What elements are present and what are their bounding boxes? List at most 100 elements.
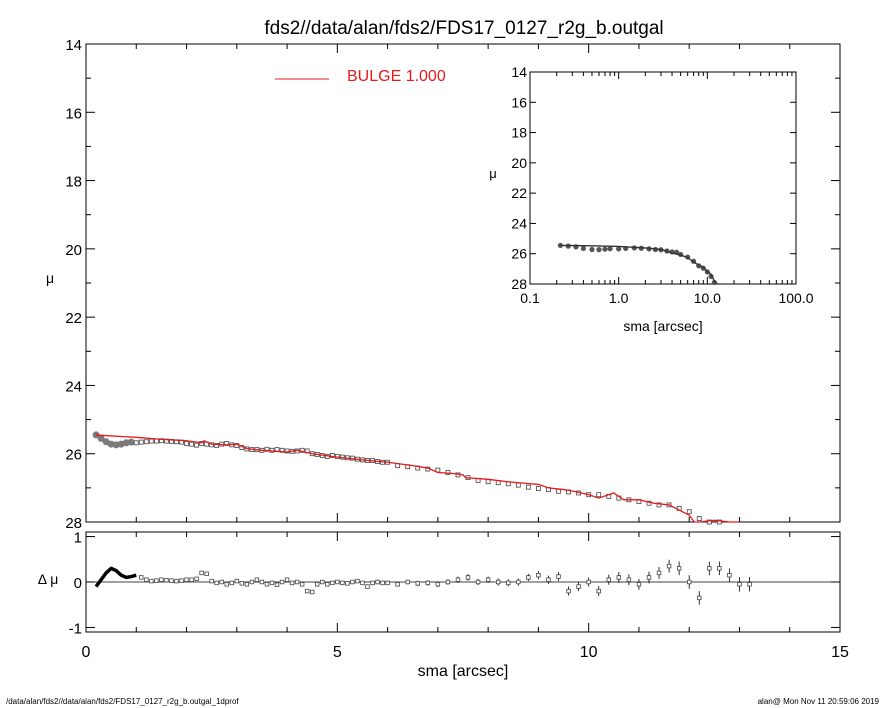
residual-data-point bbox=[465, 575, 471, 580]
legend: BULGE 1.000 bbox=[275, 68, 446, 85]
inset-data-point bbox=[596, 247, 602, 253]
residual-data-point bbox=[495, 579, 501, 585]
main-data-point bbox=[199, 441, 205, 446]
residual-data-point bbox=[385, 580, 390, 586]
main-data-point bbox=[686, 509, 692, 515]
inset-panel: 14 16 18 20 22 24 26 28 0.1 1.0 10.0 100.0 μ sma [… bbox=[489, 64, 813, 334]
inset-data-point bbox=[616, 246, 622, 252]
inset-y-tick-label: 16 bbox=[511, 94, 527, 110]
main-data-point bbox=[696, 516, 702, 521]
inset-y-tick-label: 14 bbox=[511, 64, 527, 80]
residual-data-point bbox=[727, 572, 732, 578]
main-data-point bbox=[556, 488, 561, 494]
residual-data-point bbox=[174, 578, 179, 584]
residual-data-point bbox=[194, 576, 199, 582]
residual-data-point bbox=[199, 570, 204, 576]
residual-data-point bbox=[405, 579, 410, 585]
residual-data-point bbox=[234, 578, 239, 584]
residual-y-tick-label: 0 bbox=[74, 575, 82, 592]
residual-data-point bbox=[159, 577, 164, 582]
residual-y-tick-label: 1 bbox=[74, 530, 82, 547]
main-bulge-model-line bbox=[96, 434, 740, 523]
legend-bulge-label: BULGE 1.000 bbox=[347, 68, 446, 85]
inset-data-point bbox=[607, 246, 613, 252]
residual-data-point bbox=[249, 579, 255, 585]
residual-data-point bbox=[415, 581, 420, 586]
inset-y-tick-label: 24 bbox=[511, 215, 527, 231]
inset-data-point bbox=[602, 246, 608, 252]
residual-data-point bbox=[269, 580, 275, 586]
residual-data-point bbox=[717, 566, 722, 571]
main-data-point bbox=[189, 441, 194, 447]
main-y-axis-label: μ bbox=[46, 270, 54, 286]
main-y-tick-label: 28 bbox=[65, 515, 82, 532]
main-data-point bbox=[525, 484, 531, 490]
main-data-point bbox=[133, 440, 139, 446]
residual-data-point bbox=[325, 582, 330, 587]
main-data-point bbox=[284, 448, 290, 454]
residual-data-point bbox=[380, 580, 385, 586]
main-data-point bbox=[148, 438, 154, 444]
residual-data-point bbox=[425, 580, 431, 586]
main-data-point bbox=[194, 442, 199, 448]
residual-data-point bbox=[737, 582, 742, 587]
residual-data-point bbox=[576, 584, 581, 589]
main-y-tick-label: 22 bbox=[65, 310, 82, 327]
residual-data-point bbox=[229, 580, 234, 586]
residual-data-point bbox=[556, 574, 561, 579]
residual-x-tick-label: 0 bbox=[82, 644, 91, 661]
residual-inner-profile-trace bbox=[94, 566, 137, 588]
main-data-point bbox=[97, 434, 105, 442]
footer-user-timestamp: alan@ Mon Nov 11 20:59:06 2019 bbox=[757, 697, 879, 706]
main-data-point bbox=[299, 447, 305, 453]
residual-data-point bbox=[636, 582, 642, 587]
residual-data-point bbox=[360, 580, 365, 586]
residual-data-point bbox=[304, 588, 310, 594]
residual-data-point bbox=[516, 579, 521, 585]
residual-data-point bbox=[179, 578, 184, 583]
residual-x-axis: 0 5 10 15 bbox=[82, 532, 849, 661]
main-panel: 14 16 18 20 22 24 26 28 μ BULGE 1.000 bbox=[46, 37, 841, 532]
residual-y-axis: -1 0 1 bbox=[69, 530, 840, 637]
residual-data-point bbox=[475, 579, 481, 585]
residual-data-point bbox=[320, 579, 325, 585]
residual-data-point bbox=[224, 582, 229, 587]
residual-data-point bbox=[284, 577, 290, 582]
inset-y-tick-label: 18 bbox=[511, 125, 527, 141]
main-data-point bbox=[716, 519, 722, 525]
residual-panel: -101 0 5 10 15 Δ μ sma [arcsec] bbox=[38, 530, 849, 680]
residual-data-point bbox=[606, 577, 611, 582]
residual-data-point bbox=[149, 578, 154, 584]
residual-data-point bbox=[274, 582, 280, 587]
inset-x-tick-label: 100.0 bbox=[778, 290, 813, 306]
inset-y-tick-label: 26 bbox=[511, 246, 527, 262]
residual-data-point bbox=[566, 588, 571, 594]
residual-data-point bbox=[455, 577, 461, 582]
main-data-point bbox=[329, 453, 335, 458]
residual-data-point bbox=[350, 579, 355, 585]
inset-x-tick-label: 0.1 bbox=[520, 290, 540, 306]
inset-y-tick-label: 22 bbox=[511, 185, 527, 201]
main-data-point bbox=[596, 492, 602, 498]
main-data-point bbox=[706, 519, 712, 525]
figure-title: fds2//data/alan/fds2/FDS17_0127_r2g_b.ou… bbox=[264, 18, 663, 39]
residual-data-point bbox=[315, 582, 320, 587]
inset-data-point bbox=[589, 246, 595, 253]
main-data-point bbox=[127, 438, 135, 446]
main-data-point bbox=[485, 479, 491, 485]
residual-y-axis-label: Δ μ bbox=[38, 571, 59, 587]
residual-data-point bbox=[244, 582, 250, 587]
residual-x-axis-label: sma [arcsec] bbox=[418, 663, 509, 680]
residual-data-point bbox=[214, 580, 219, 586]
main-data-point bbox=[138, 439, 144, 445]
residual-data-point bbox=[209, 578, 214, 584]
footer-file-path: /data/alan/fds2//data/alan/fds2/FDS17_01… bbox=[6, 697, 239, 706]
residual-data-point bbox=[309, 589, 315, 595]
residual-y-tick-label: -1 bbox=[69, 620, 82, 637]
inset-x-tick-label: 1.0 bbox=[609, 290, 629, 306]
main-y-tick-label: 18 bbox=[65, 174, 82, 191]
main-data-point bbox=[143, 439, 149, 445]
residual-data-point bbox=[345, 581, 350, 586]
residual-data-point bbox=[204, 571, 209, 577]
